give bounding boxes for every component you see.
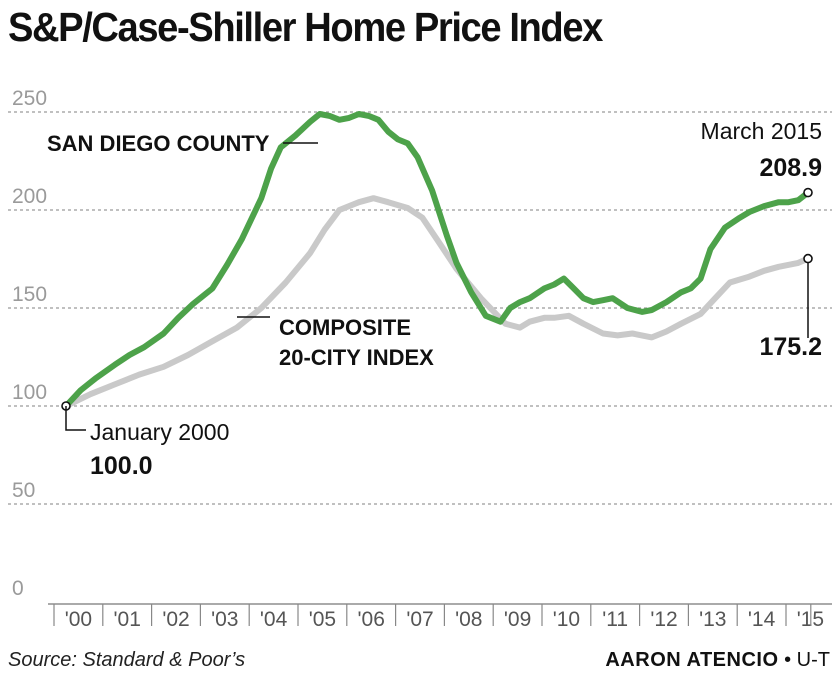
series-layer [61, 111, 813, 411]
source-note: Source: Standard & Poor’s [8, 649, 246, 671]
x-tick-label-5: '05 [309, 608, 336, 631]
x-tick-label-13: '13 [699, 608, 726, 631]
y-tick-label-2: 100 [12, 381, 47, 404]
x-tick-label-2: '02 [162, 608, 189, 631]
x-tick-label-10: '10 [553, 608, 580, 631]
y-tick-label-5: 250 [12, 87, 47, 110]
x-tick-label-8: '08 [455, 608, 482, 631]
x-tick-label-14: '14 [748, 608, 776, 631]
y-tick-label-0: 0 [12, 577, 24, 600]
credit-org: U-T [796, 649, 830, 671]
credit-separator: • [784, 649, 792, 671]
x-tick-label-4: '04 [260, 608, 288, 631]
annotation-layer: SAN DIEGO COUNTY COMPOSITE 20-CITY INDEX… [47, 118, 822, 480]
series-line-1 [63, 111, 811, 409]
x-tick-label-9: '09 [504, 608, 531, 631]
x-tick-label-0: '00 [65, 608, 92, 631]
chart-title: S&P/Case-Shiller Home Price Index [8, 4, 603, 50]
series-line-0 [63, 195, 811, 409]
composite-label-line2: 20-CITY INDEX [279, 345, 434, 370]
y-tick-label-4: 200 [12, 185, 47, 208]
end-value-composite-label: 175.2 [759, 333, 822, 361]
y-axis-tick-labels: 0 50 100 150 200 250 [12, 87, 47, 600]
x-tick-label-11: '11 [602, 608, 628, 631]
start-date-label: January 2000 [90, 419, 229, 445]
y-tick-label-3: 150 [12, 283, 47, 306]
x-tick-label-3: '03 [211, 608, 238, 631]
composite-label-line1: COMPOSITE [279, 315, 411, 340]
credit-line: AARON ATENCIO • U-T [605, 649, 830, 672]
start-point-leader [65, 406, 86, 431]
series-end-point-1 [803, 187, 813, 198]
y-tick-label-1: 50 [12, 479, 35, 502]
x-axis: '00 '01 '02 '03 '04 '05 '06 '07 '08 '09 '10 '11 '12 '… [48, 603, 832, 631]
series-end-point-0 [803, 253, 813, 264]
x-tick-label-12: '12 [650, 608, 677, 631]
san-diego-county-label: SAN DIEGO COUNTY [47, 131, 270, 156]
gridlines [8, 111, 832, 505]
x-tick-label-1: '01 [114, 608, 141, 631]
chart-plot: 0 50 100 150 200 250 '00 '01 '02 '03 '04 '05 '06 '07… [8, 87, 832, 631]
credit-name: AARON ATENCIO [605, 649, 779, 671]
x-tick-label-6: '06 [358, 608, 385, 631]
end-value-san-diego-label: 208.9 [759, 154, 822, 182]
end-date-label: March 2015 [701, 118, 822, 144]
x-tick-label-7: '07 [406, 608, 433, 631]
start-value-label: 100.0 [90, 452, 153, 480]
